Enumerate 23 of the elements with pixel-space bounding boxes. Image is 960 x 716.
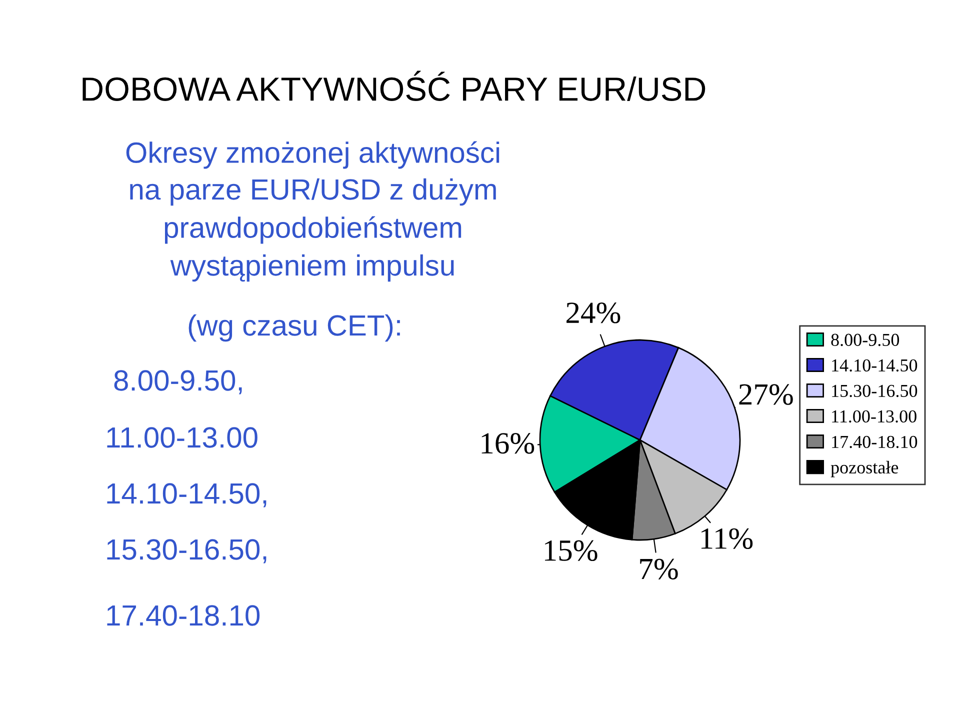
data-label: 11% (701, 528, 753, 550)
text: prawdopodobieństwem (164, 216, 462, 244)
legend-label: 14.10-14.50 (832, 359, 918, 372)
text: (wg czasu CET): (188, 314, 400, 342)
legend-label: 15.30-16.50 (832, 384, 918, 398)
legend-label: 11.00-13.00 (832, 410, 916, 423)
data-label: 16% (482, 433, 534, 454)
legend-label: 17.40-18.10 (832, 436, 918, 448)
text: wystąpieniem impulsu (170, 254, 454, 282)
text: 17.40-18.10 (107, 605, 260, 626)
chart-title: DOBOWA AKTYWNOŚĆ PARY EUR/USD (82, 70, 706, 101)
text: 11.00-13.00 (107, 427, 258, 448)
text: 15.30-16.50, (107, 539, 266, 564)
text: na parze EUR/USD z dużym (130, 178, 496, 206)
legend-label: 8.00-9.50 (831, 334, 900, 346)
data-label: 27% (739, 384, 793, 405)
data-label: 24% (566, 302, 620, 324)
text: Okresy zmożonej aktywności (126, 141, 500, 169)
text: 14.10-14.50, (107, 483, 266, 508)
text: 8.00-9.50, (114, 370, 242, 394)
legend-label: pozostałe (830, 460, 898, 478)
data-label: 15% (544, 540, 598, 562)
data-label: 7% (640, 558, 678, 580)
